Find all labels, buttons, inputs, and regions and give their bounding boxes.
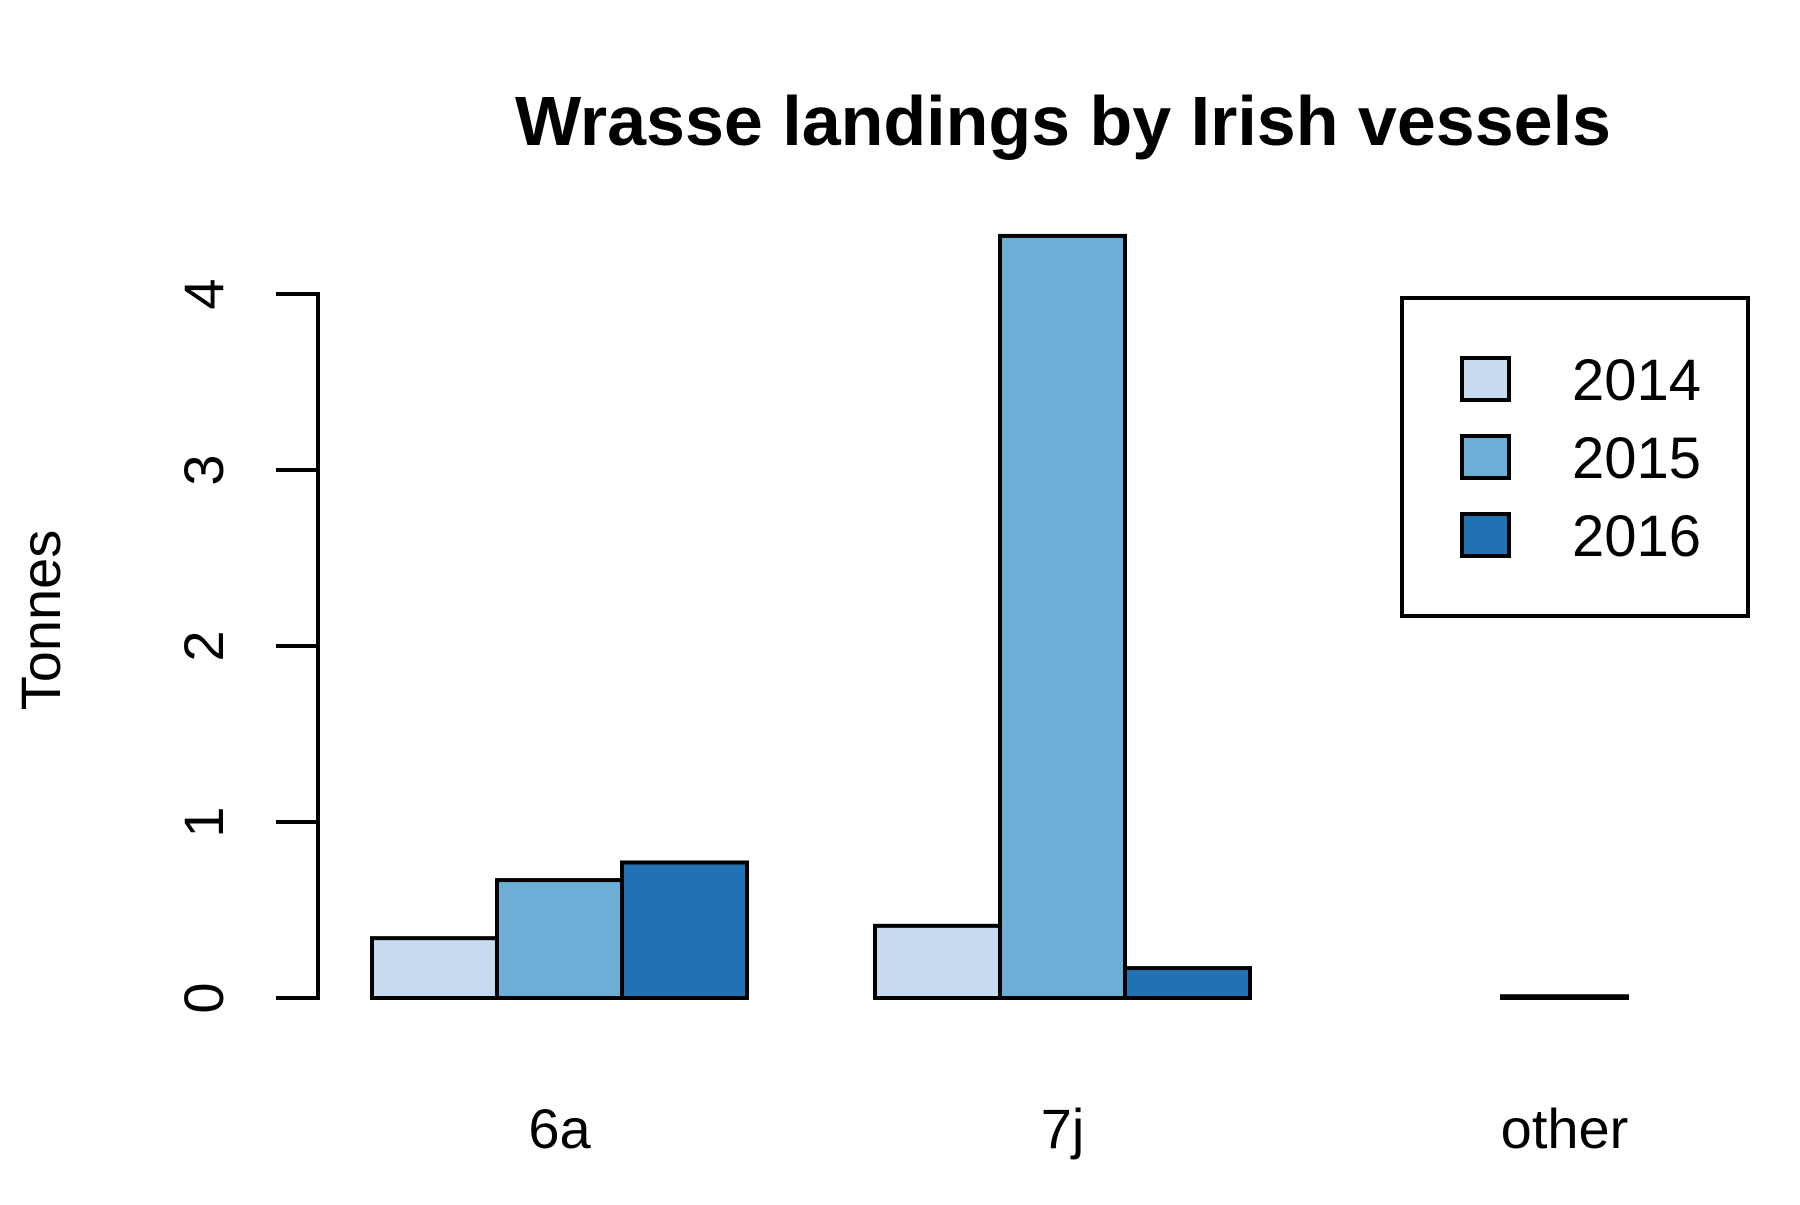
bar-6a-2016: [620, 860, 749, 1000]
y-axis-label: Tonnes: [9, 530, 72, 711]
y-tick-label: 1: [172, 806, 235, 837]
bar-7j-2014: [873, 923, 1002, 1001]
category-label: other: [1501, 1097, 1629, 1160]
bar-7j-2016: [1123, 966, 1252, 1001]
y-tick-label: 4: [172, 278, 235, 309]
legend-swatch-2015: [1460, 434, 1511, 480]
legend-swatch-2016: [1460, 512, 1511, 558]
legend-label-2015: 2015: [1572, 426, 1701, 491]
legend-label-2016: 2016: [1572, 504, 1701, 569]
bars: [370, 233, 1629, 1001]
legend-label-2014: 2014: [1572, 348, 1701, 413]
bar-other-2015: [1500, 994, 1629, 1000]
category-labels: 6a 7j other: [528, 1097, 1628, 1160]
category-label: 7j: [1041, 1097, 1085, 1160]
bar-6a-2014: [370, 936, 499, 1000]
legend-box: [1400, 296, 1750, 618]
y-tick-label: 3: [172, 454, 235, 485]
y-axis: 0 1 2 3 4: [172, 278, 320, 1014]
legend: 2014 2015 2016: [1400, 296, 1750, 618]
bar-6a-2015: [495, 878, 624, 1001]
category-label: 6a: [528, 1097, 591, 1160]
y-tick-label: 2: [172, 630, 235, 661]
y-tick-label: 0: [172, 982, 235, 1013]
legend-swatch-2014: [1460, 356, 1511, 402]
bar-7j-2015: [998, 233, 1127, 1001]
chart-title: Wrasse landings by Irish vessels: [515, 82, 1611, 160]
